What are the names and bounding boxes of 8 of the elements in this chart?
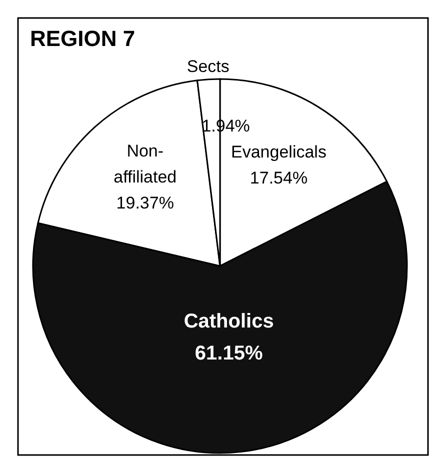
slice-label: Sects: [186, 56, 230, 76]
slice-label: Non-affiliated: [114, 141, 177, 186]
chart-title: REGION 7: [30, 26, 136, 51]
slice-label: Evangelicals: [231, 142, 326, 162]
data-label: 61.15%: [194, 342, 263, 364]
data-label: 19.37%: [116, 193, 174, 212]
slice-label: Catholics: [184, 310, 274, 332]
data-label: 17.54%: [250, 168, 308, 188]
